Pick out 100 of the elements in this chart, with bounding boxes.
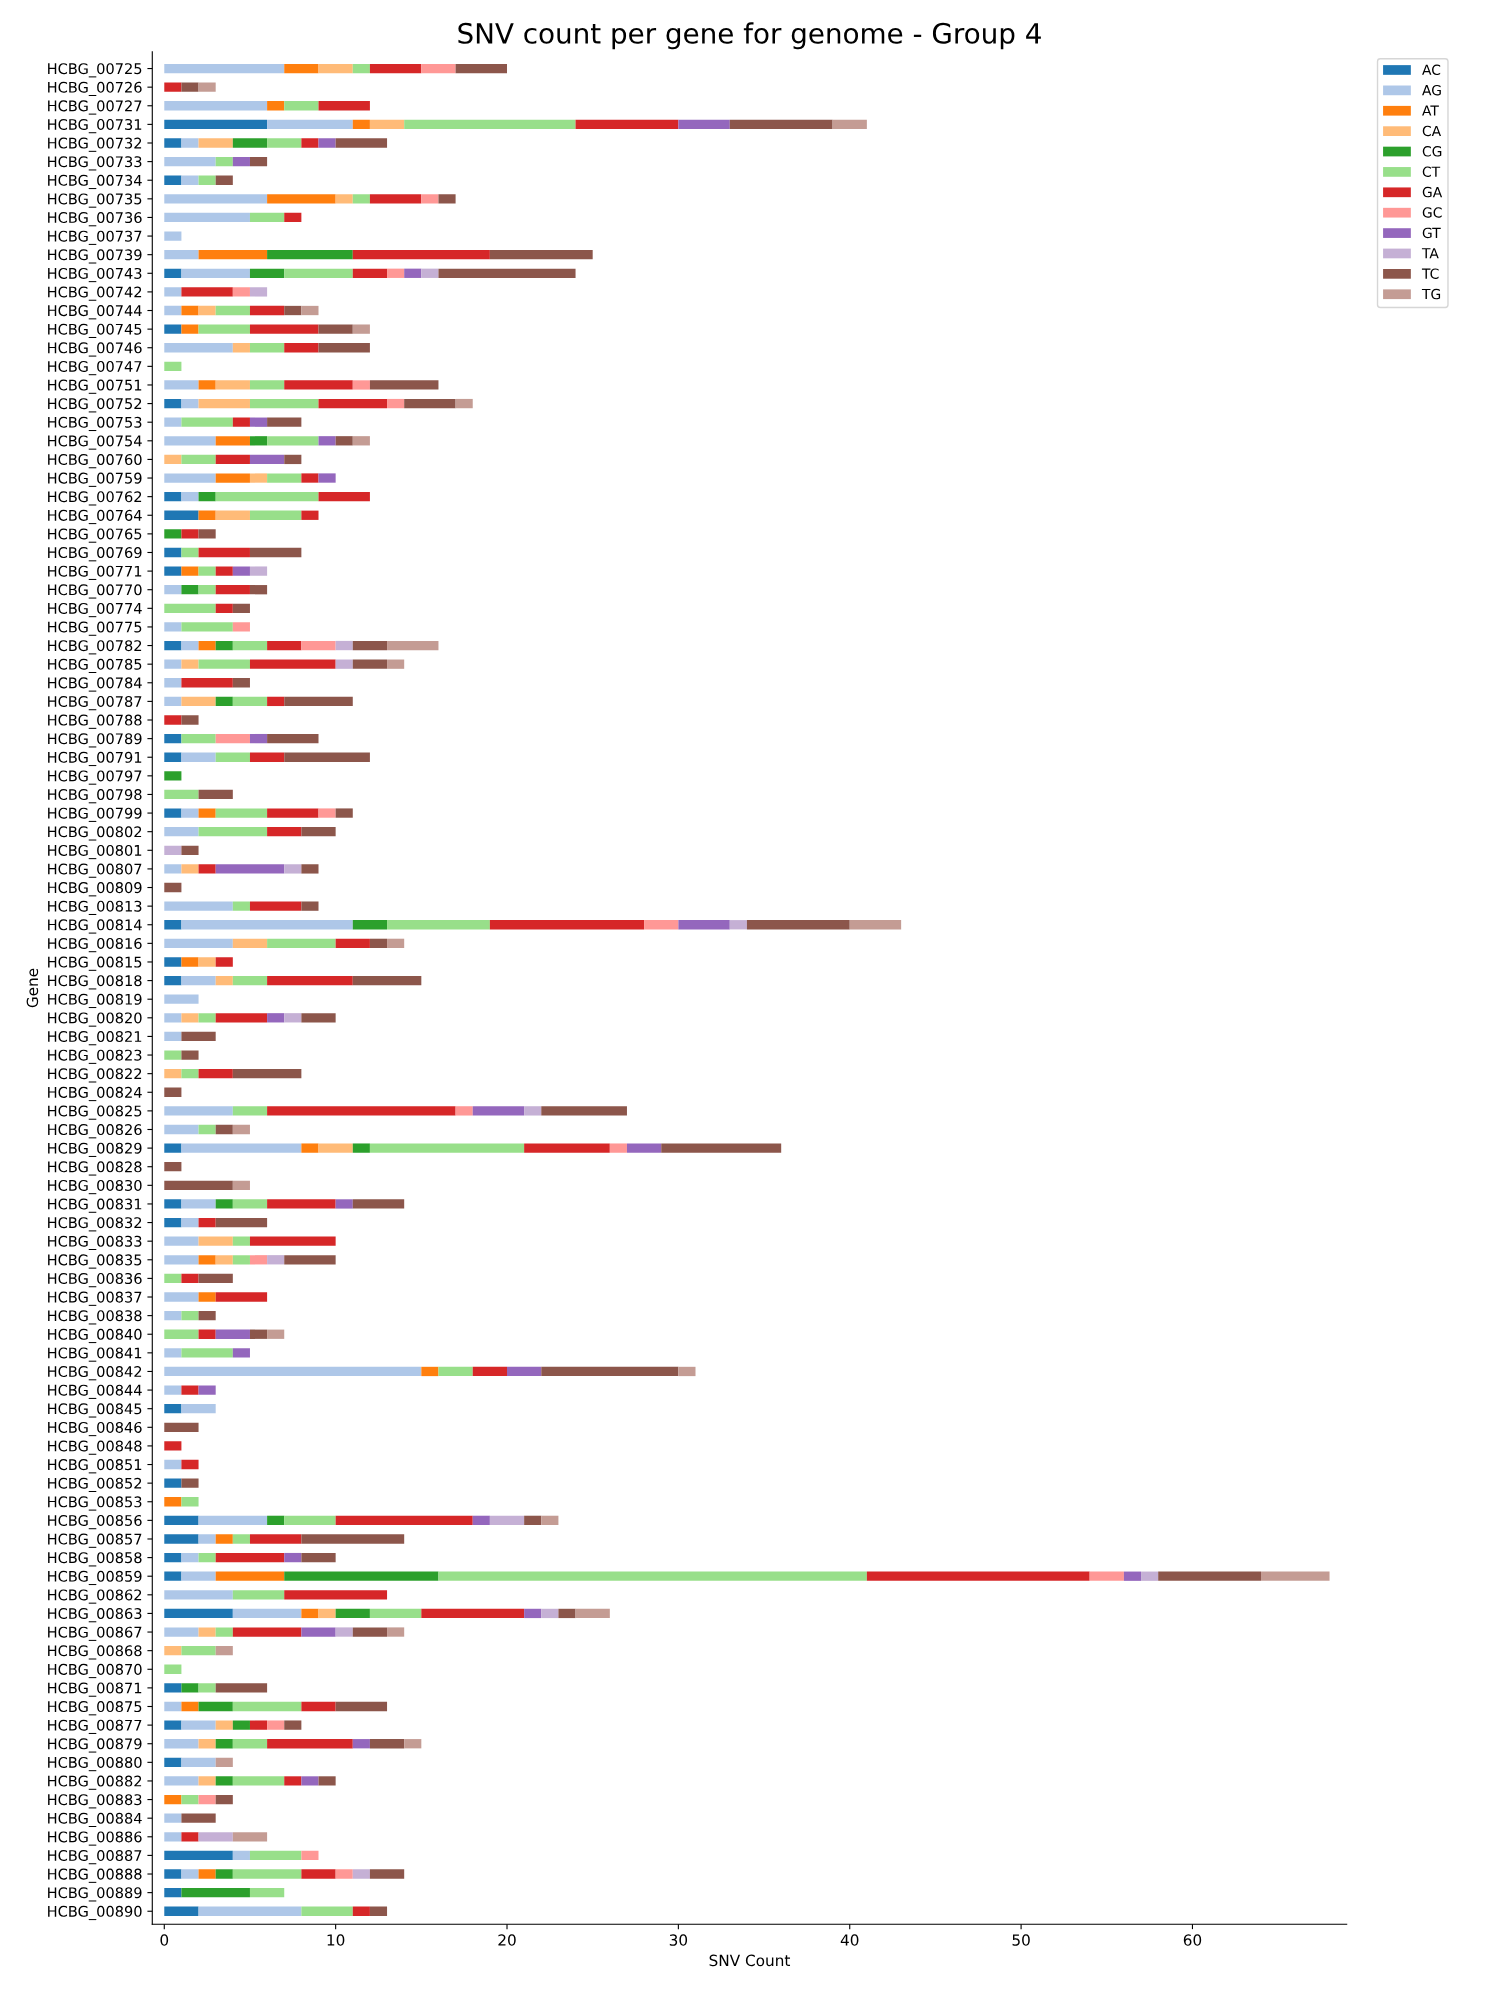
y-tick-label: HCBG_00785 (48, 658, 142, 674)
bar (284, 1776, 302, 1786)
y-tick-label: HCBG_00815 (48, 956, 142, 971)
bar (198, 305, 216, 316)
bar (249, 1887, 285, 1898)
bar (249, 1255, 268, 1265)
bar (318, 138, 336, 148)
bar (164, 678, 182, 688)
bar (164, 1664, 182, 1674)
y-tick-label: HCBG_00802 (48, 826, 142, 841)
bar (438, 268, 576, 278)
bar (164, 640, 182, 651)
bar (198, 1013, 216, 1023)
bar (198, 1906, 302, 1916)
y-tick-label: HCBG_00760 (48, 454, 142, 469)
y-tick-label: HCBG_00848 (48, 1440, 142, 1455)
bar (164, 268, 182, 278)
bar (232, 696, 268, 707)
bar (215, 1776, 233, 1786)
bar (318, 1143, 353, 1153)
y-tick-label: HCBG_00830 (48, 1179, 142, 1195)
bar (267, 938, 336, 949)
bar (181, 1720, 216, 1730)
x-axis-title: SNV Count (709, 1954, 791, 1967)
bar (301, 1534, 405, 1544)
bar (335, 1627, 353, 1637)
bar (181, 1869, 199, 1879)
bar (215, 473, 250, 483)
bar (198, 250, 268, 260)
bar (198, 864, 216, 874)
bar (301, 1869, 336, 1879)
bar (181, 454, 216, 465)
bar (164, 1180, 233, 1190)
bar (181, 1143, 302, 1153)
legend-label: TA (1421, 248, 1439, 259)
y-tick-label: HCBG_00784 (48, 677, 142, 692)
legend-label: CG (1422, 146, 1442, 157)
bar (181, 1199, 216, 1209)
bar (387, 268, 405, 278)
bar (249, 510, 302, 520)
bar (644, 920, 679, 930)
bar (215, 1534, 233, 1544)
bar (215, 175, 233, 185)
bar (198, 1124, 216, 1135)
bar (215, 1255, 233, 1265)
bar (369, 938, 388, 949)
y-tick-label: HCBG_00765 (48, 528, 142, 543)
bar (215, 1757, 233, 1767)
bar (352, 1199, 405, 1209)
bar (352, 1627, 388, 1637)
bar (181, 1459, 199, 1470)
bar (267, 138, 302, 148)
bar (729, 119, 833, 130)
bar (301, 827, 336, 837)
bar (232, 1832, 268, 1842)
bar (455, 1106, 473, 1116)
bar (198, 1683, 216, 1693)
y-tick-label: HCBG_00867 (48, 1626, 142, 1641)
y-tick-label: HCBG_00822 (48, 1068, 142, 1083)
bar (267, 1720, 285, 1730)
bar (489, 1515, 525, 1526)
bar (198, 640, 216, 651)
bar (232, 603, 250, 613)
bar (472, 1515, 490, 1526)
bar (164, 547, 182, 558)
bar (215, 603, 233, 613)
bar (387, 938, 405, 949)
bar (198, 566, 216, 576)
y-tick-label: HCBG_00819 (48, 993, 142, 1009)
bar (249, 417, 268, 427)
bar (661, 1143, 782, 1153)
y-tick-label: HCBG_00797 (48, 770, 142, 785)
y-tick-label: HCBG_00816 (48, 937, 142, 953)
bar (284, 305, 302, 316)
bar (215, 566, 233, 576)
bar (164, 1255, 199, 1265)
y-tick-label: HCBG_00813 (48, 900, 142, 915)
bar (626, 1143, 662, 1153)
bar (267, 827, 302, 837)
bar (232, 1850, 250, 1861)
legend-label: TC (1421, 268, 1439, 279)
bar (267, 733, 319, 744)
y-tick-label: HCBG_00826 (48, 1124, 142, 1139)
bar (164, 1236, 199, 1246)
bar (301, 1776, 319, 1786)
bar (198, 1329, 216, 1339)
y-tick-label: HCBG_00769 (48, 547, 142, 562)
bar (198, 138, 233, 148)
bar (284, 1515, 336, 1526)
bar (729, 920, 747, 930)
bar (318, 491, 370, 502)
bar (164, 529, 182, 539)
bar (541, 1366, 679, 1377)
bar (164, 1366, 422, 1377)
bar (352, 380, 370, 390)
bar (181, 268, 250, 278)
bar (181, 752, 216, 762)
bar (164, 1534, 199, 1544)
bar (318, 1776, 336, 1786)
bar (232, 156, 250, 167)
